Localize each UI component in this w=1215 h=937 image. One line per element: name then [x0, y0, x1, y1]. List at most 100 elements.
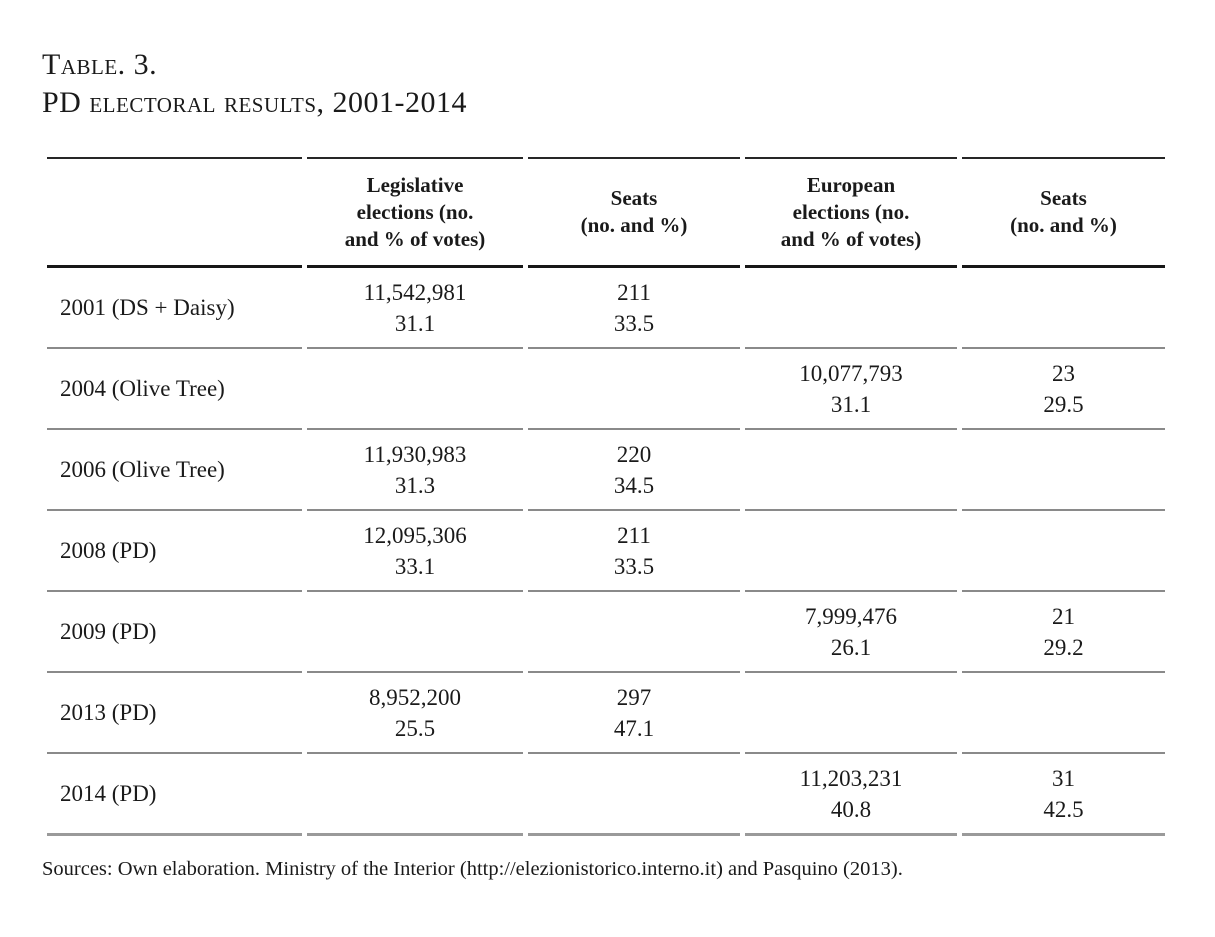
votes-value: 11,542,981: [363, 279, 467, 305]
cell-legislative-votes: 8,952,200 25.5: [307, 673, 523, 754]
votes-value: 11,930,983: [363, 441, 467, 467]
seats-pct: [528, 389, 740, 420]
seats-pct: [962, 551, 1165, 582]
results-table: Legislative elections (no. and % of vote…: [42, 157, 1170, 836]
header-line: and % of votes): [344, 226, 486, 251]
cell-european-seats: [962, 430, 1165, 511]
seats-pct: [962, 470, 1165, 501]
table-title-text: PD electoral results, 2001-2014: [42, 86, 468, 119]
votes-pct: [745, 551, 957, 582]
seats-value: [528, 601, 740, 632]
table-number: Table. 3.: [42, 48, 158, 81]
cell-european-votes: [745, 430, 957, 511]
header-empty-cell: [47, 157, 302, 268]
votes-pct: 40.8: [830, 796, 872, 822]
cell-legislative-votes: 11,930,983 31.3: [307, 430, 523, 511]
cell-legislative-votes: 11,542,981 31.1: [307, 268, 523, 349]
votes-value: 12,095,306: [363, 522, 467, 548]
seats-value: [528, 763, 740, 794]
seats-value: 211: [617, 279, 651, 305]
cell-european-votes: [745, 268, 957, 349]
seats-pct: 33.5: [613, 553, 655, 579]
table-row-2001: 2001 (DS + Daisy) 11,542,981 31.1 211 33…: [47, 268, 1165, 349]
header-line: (no. and %): [580, 213, 688, 237]
seats-pct: [962, 308, 1165, 339]
votes-pct: [745, 470, 957, 501]
votes-value: [307, 763, 523, 794]
cell-european-votes: 11,203,231 40.8: [745, 754, 957, 836]
seats-pct: 29.5: [1043, 391, 1084, 417]
seats-value: [962, 277, 1165, 308]
seats-pct: 47.1: [613, 715, 655, 741]
seats-pct: [528, 632, 740, 663]
votes-value: 10,077,793: [799, 360, 903, 386]
row-label: 2014 (PD): [47, 754, 302, 836]
votes-pct: 25.5: [394, 715, 436, 741]
seats-value: 21: [1052, 603, 1075, 629]
cell-legislative-seats: [528, 592, 740, 673]
header-line: elections (no.: [792, 199, 910, 224]
cell-legislative-votes: [307, 592, 523, 673]
table-row-2014: 2014 (PD) 11,203,231 40.8 31 42.5: [47, 754, 1165, 836]
votes-pct: 31.3: [394, 472, 436, 498]
header-line: elections (no.: [356, 199, 474, 224]
cell-european-seats: [962, 511, 1165, 592]
cell-european-seats: 31 42.5: [962, 754, 1165, 836]
votes-value: [307, 601, 523, 632]
header-line: Seats: [1040, 186, 1087, 210]
votes-pct: 33.1: [394, 553, 436, 579]
table-row-2013: 2013 (PD) 8,952,200 25.5 297 47.1: [47, 673, 1165, 754]
cell-european-votes: [745, 673, 957, 754]
table-caption: Table. 3. PD electoral results, 2001-201…: [42, 46, 1170, 122]
votes-pct: [307, 794, 523, 825]
row-label: 2008 (PD): [47, 511, 302, 592]
cell-european-votes: 7,999,476 26.1: [745, 592, 957, 673]
table-row-2009: 2009 (PD) 7,999,476 26.1 21 29.2: [47, 592, 1165, 673]
seats-pct: 42.5: [1043, 796, 1084, 822]
seats-value: [962, 439, 1165, 470]
cell-legislative-seats: [528, 349, 740, 430]
header-legislative-elections: Legislative elections (no. and % of vote…: [307, 157, 523, 268]
votes-value: 7,999,476: [805, 603, 897, 629]
cell-european-seats: [962, 268, 1165, 349]
row-label: 2004 (Olive Tree): [47, 349, 302, 430]
votes-pct: [307, 389, 523, 420]
seats-pct: 33.5: [613, 310, 655, 336]
table-row-2006: 2006 (Olive Tree) 11,930,983 31.3 220 34…: [47, 430, 1165, 511]
votes-pct: 31.1: [830, 391, 872, 417]
votes-value: [745, 439, 957, 470]
seats-value: 211: [617, 522, 651, 548]
seats-value: 31: [1052, 765, 1075, 791]
cell-european-seats: [962, 673, 1165, 754]
seats-pct: [962, 713, 1165, 744]
seats-value: 297: [616, 684, 652, 710]
paper-page: Table. 3. PD electoral results, 2001-201…: [42, 46, 1170, 880]
cell-european-votes: [745, 511, 957, 592]
seats-value: [528, 358, 740, 389]
header-european-seats: Seats (no. and %): [962, 157, 1165, 268]
cell-legislative-votes: [307, 754, 523, 836]
votes-value: [745, 277, 957, 308]
votes-pct: [745, 308, 957, 339]
cell-legislative-seats: [528, 754, 740, 836]
seats-value: [962, 520, 1165, 551]
seats-pct: 34.5: [613, 472, 655, 498]
cell-legislative-votes: [307, 349, 523, 430]
cell-legislative-votes: 12,095,306 33.1: [307, 511, 523, 592]
seats-value: [962, 682, 1165, 713]
cell-european-votes: 10,077,793 31.1: [745, 349, 957, 430]
votes-value: 11,203,231: [799, 765, 903, 791]
row-label: 2006 (Olive Tree): [47, 430, 302, 511]
cell-european-seats: 21 29.2: [962, 592, 1165, 673]
votes-value: [307, 358, 523, 389]
header-line: European: [806, 172, 896, 197]
votes-value: 8,952,200: [369, 684, 461, 710]
votes-value: [745, 682, 957, 713]
cell-legislative-seats: 211 33.5: [528, 511, 740, 592]
votes-pct: 31.1: [394, 310, 436, 336]
votes-pct: 26.1: [830, 634, 872, 660]
seats-value: 220: [616, 441, 652, 467]
header-line: Seats: [610, 186, 658, 210]
seats-value: 23: [1052, 360, 1075, 386]
header-line: and % of votes): [780, 226, 922, 251]
